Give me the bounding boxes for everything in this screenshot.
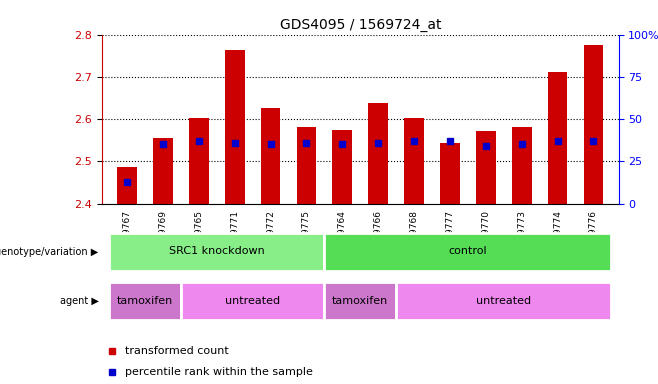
Bar — [189, 118, 209, 204]
Text: tamoxifen: tamoxifen — [332, 296, 388, 306]
Bar — [109, 233, 324, 271]
Text: percentile rank within the sample: percentile rank within the sample — [125, 367, 313, 377]
Bar — [181, 283, 324, 320]
Bar — [109, 283, 181, 320]
Bar — [225, 50, 245, 204]
Text: agent ▶: agent ▶ — [60, 296, 99, 306]
Text: untreated: untreated — [225, 296, 280, 306]
Text: transformed count: transformed count — [125, 346, 229, 356]
Bar — [332, 129, 352, 204]
Bar — [440, 143, 460, 204]
Bar — [584, 45, 603, 204]
Bar — [547, 72, 567, 204]
Bar — [261, 108, 280, 204]
Title: GDS4095 / 1569724_at: GDS4095 / 1569724_at — [280, 18, 441, 32]
Text: untreated: untreated — [476, 296, 531, 306]
Bar — [512, 127, 532, 204]
Bar — [476, 131, 495, 204]
Bar — [153, 138, 173, 204]
Text: tamoxifen: tamoxifen — [117, 296, 173, 306]
Bar — [324, 283, 396, 320]
Bar — [404, 118, 424, 204]
Bar — [368, 103, 388, 204]
Bar — [324, 233, 611, 271]
Bar — [396, 283, 611, 320]
Text: genotype/variation ▶: genotype/variation ▶ — [0, 247, 99, 257]
Text: control: control — [449, 246, 487, 256]
Bar — [117, 167, 137, 204]
Text: SRC1 knockdown: SRC1 knockdown — [169, 246, 265, 256]
Bar — [297, 127, 316, 204]
